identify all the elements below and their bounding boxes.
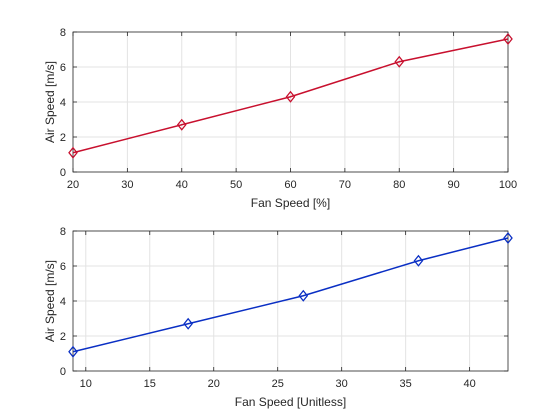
data-point-marker [176,118,187,131]
x-tick-label: 50 [230,179,242,191]
series-line [72,38,509,154]
x-tick-label: 40 [176,179,188,191]
subplot-bottom: 10 15 20 25 30 35 40 0 2 4 6 8 Fan Speed [Unitless] A… [43,226,513,409]
x-tick-label: 80 [393,179,405,191]
y-tick-label: 0 [60,167,66,179]
x-tick-label: 90 [448,179,460,191]
data-point-marker [68,345,78,358]
x-tick-label: 30 [336,378,348,390]
y-tick-label: 6 [60,62,66,74]
data-point-marker [394,55,405,68]
y-tick-label: 2 [60,331,66,343]
data-point-marker [183,317,193,330]
y-tick-label: 0 [60,366,66,378]
x-tick-label: 70 [339,179,351,191]
x-tick-label: 15 [144,378,156,390]
y-tick-label: 8 [60,27,66,39]
data-point-marker [298,289,309,302]
data-point-marker [503,231,513,245]
x-tick-label: 20 [67,179,79,191]
x-axis-label: Fan Speed [Unitless] [235,395,346,409]
x-tick-label: 10 [80,378,92,390]
y-axis-label: Air Speed [m/s] [43,260,57,342]
data-point-marker [285,90,296,103]
y-tick-label: 4 [60,296,66,308]
x-axis-label: Fan Speed [%] [251,196,330,210]
x-tick-label: 30 [121,179,133,191]
subplot-top: 20 30 40 50 60 70 80 90 100 0 2 4 6 8 Fan Speed [%] Air… [43,27,517,210]
y-axis-label: Air Speed [m/s] [43,61,57,143]
y-tick-label: 6 [60,261,66,273]
data-point-marker [503,32,513,46]
y-tick-label: 2 [60,132,66,144]
series-line [72,237,509,353]
x-tick-label: 35 [400,378,412,390]
x-tick-label: 60 [284,179,296,191]
data-point-marker [413,254,424,267]
y-tick-label: 8 [60,226,66,238]
x-tick-label: 40 [463,378,475,390]
data-point-marker [68,146,78,159]
y-tick-label: 4 [60,97,66,109]
x-tick-label: 100 [499,179,517,191]
x-tick-label: 20 [208,378,220,390]
x-tick-label: 25 [272,378,284,390]
